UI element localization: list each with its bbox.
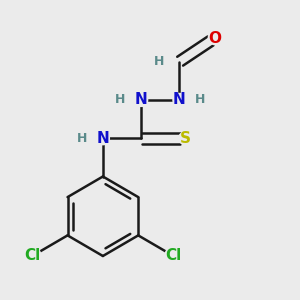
Text: Cl: Cl — [165, 248, 182, 263]
Text: S: S — [180, 131, 191, 146]
Text: N: N — [135, 92, 148, 107]
Circle shape — [23, 247, 41, 265]
Circle shape — [96, 132, 110, 145]
Text: O: O — [208, 31, 221, 46]
Text: H: H — [77, 132, 88, 145]
Circle shape — [135, 94, 148, 106]
Circle shape — [208, 32, 221, 45]
Text: H: H — [154, 55, 164, 68]
Text: H: H — [116, 93, 126, 106]
Circle shape — [173, 94, 186, 106]
Text: N: N — [173, 92, 186, 107]
Text: H: H — [195, 93, 205, 106]
Circle shape — [165, 247, 182, 265]
Text: N: N — [97, 131, 109, 146]
Text: Cl: Cl — [24, 248, 40, 263]
Circle shape — [179, 132, 192, 145]
